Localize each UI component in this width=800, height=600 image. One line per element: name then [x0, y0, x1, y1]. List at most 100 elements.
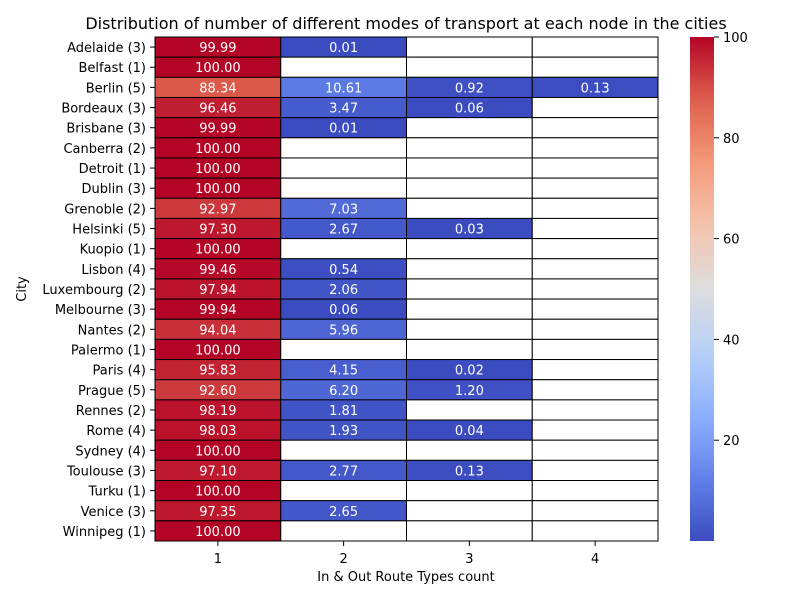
y-tick-label: Grenoble (2) [64, 202, 146, 217]
y-tick-label: Detroit (1) [79, 162, 146, 177]
y-axis-label: City [15, 276, 30, 302]
heatmap-cell [531, 298, 659, 320]
heatmap-cell [280, 520, 407, 542]
cell-value-label: 0.06 [329, 303, 358, 318]
y-tick-label: Toulouse (3) [66, 464, 146, 479]
cell-value-label: 100.00 [195, 343, 241, 358]
cell-value-label: 88.34 [199, 81, 236, 96]
cell-value-label: 98.03 [199, 424, 236, 439]
cell-value-label: 0.54 [329, 263, 358, 278]
heatmap-cell [531, 379, 659, 401]
cell-value-label: 100.00 [195, 142, 241, 157]
heatmap-cell [531, 56, 659, 78]
heatmap-cell [531, 217, 659, 240]
heatmap-cell [531, 197, 659, 219]
cell-value-label: 95.83 [199, 364, 236, 379]
heatmap-cell [531, 318, 659, 340]
colorbar-ticks: 20 40 60 80 100 [714, 31, 748, 449]
cell-value-label: 99.99 [199, 122, 236, 137]
y-tick-label: Bordeaux (3) [61, 102, 146, 117]
heatmap-cell [280, 157, 407, 179]
heatmap-cell [406, 56, 533, 78]
cell-value-label: 100.00 [195, 485, 241, 500]
cell-value-label: 2.65 [329, 505, 358, 520]
y-tick-label: Prague (5) [78, 384, 146, 399]
cell-value-label: 96.46 [199, 102, 236, 117]
heatmap-cell [531, 258, 659, 280]
heatmap-cell [531, 238, 659, 260]
heatmap-cell [280, 177, 407, 199]
colorbar-tick-label: 100 [723, 31, 748, 46]
y-tick-label: Rennes (2) [76, 404, 146, 419]
heatmap-cells: 99.99 0.01 100.00 88.34 10.61 0.92 0.13 96.46 3.… [154, 36, 659, 542]
heatmap-cell [406, 197, 533, 219]
cell-value-label: 100.00 [195, 162, 241, 177]
heatmap-cell [531, 500, 659, 522]
cell-value-label: 3.47 [329, 102, 358, 117]
cell-value-label: 7.03 [329, 202, 358, 217]
x-axis-ticks: 1 2 3 4 [214, 541, 599, 567]
cell-value-label: 6.20 [329, 384, 358, 399]
y-tick-label: Turku (1) [88, 485, 146, 500]
heatmap-cell [280, 439, 407, 461]
heatmap-cell [531, 480, 659, 502]
heatmap-cell [531, 439, 659, 461]
heatmap-cell [280, 56, 407, 78]
cell-value-label: 99.99 [199, 41, 236, 56]
heatmap-cell [406, 338, 533, 361]
cell-value-label: 2.77 [329, 464, 358, 479]
heatmap-cell [406, 137, 533, 159]
heatmap-cell [406, 117, 533, 139]
y-tick-label: Melbourne (3) [55, 303, 146, 318]
heatmap-cell [406, 36, 533, 58]
colorbar-tick-label: 60 [723, 233, 740, 248]
colorbar-tick-label: 20 [723, 434, 740, 449]
cell-value-label: 99.46 [199, 263, 236, 278]
x-tick-label: 4 [591, 552, 599, 567]
cell-value-label: 0.02 [455, 364, 484, 379]
y-tick-label: Brisbane (3) [66, 122, 146, 137]
cell-value-label: 1.81 [329, 404, 358, 419]
y-tick-label: Kuopio (1) [80, 243, 146, 258]
cell-value-label: 0.04 [455, 424, 484, 439]
y-axis-ticks: Adelaide (3) Belfast (1) Berlin (5) Bordeau… [42, 41, 155, 540]
x-tick-label: 1 [214, 552, 222, 567]
y-tick-label: Belfast (1) [79, 61, 147, 76]
y-tick-label: Luxembourg (2) [42, 283, 146, 298]
heatmap-cell [531, 157, 659, 179]
heatmap-cell [406, 480, 533, 502]
heatmap-cell [280, 480, 407, 502]
heatmap-cell [406, 399, 533, 421]
cell-value-label: 100.00 [195, 61, 241, 76]
heatmap-cell [531, 338, 659, 361]
y-tick-label: Dublin (3) [81, 182, 146, 197]
y-tick-label: Lisbon (4) [81, 263, 146, 278]
heatmap-cell [406, 500, 533, 522]
heatmap-cell [531, 359, 659, 381]
y-tick-label: Berlin (5) [86, 81, 146, 96]
cell-value-label: 1.93 [329, 424, 358, 439]
cell-value-label: 97.10 [199, 464, 236, 479]
cell-value-label: 0.01 [329, 41, 358, 56]
heatmap-cell [406, 258, 533, 280]
heatmap-cell [531, 137, 659, 159]
cell-value-label: 2.67 [329, 223, 358, 238]
cell-value-label: 0.13 [581, 81, 610, 96]
cell-value-label: 98.19 [199, 404, 236, 419]
cell-value-label: 5.96 [329, 323, 358, 338]
x-axis-label: In & Out Route Types count [317, 570, 495, 585]
cell-value-label: 100.00 [195, 182, 241, 197]
heatmap-cell [531, 36, 659, 58]
heatmap-cell [406, 157, 533, 179]
cell-value-label: 0.06 [455, 102, 484, 117]
cell-value-label: 0.13 [455, 464, 484, 479]
heatmap-cell [531, 399, 659, 421]
y-tick-label: Paris (4) [93, 364, 147, 379]
heatmap-cell [406, 439, 533, 461]
heatmap-cell [406, 318, 533, 340]
heatmap-cell [406, 278, 533, 300]
chart-title: Distribution of number of different mode… [85, 14, 726, 33]
y-tick-label: Sydney (4) [75, 444, 146, 459]
heatmap-cell [406, 238, 533, 260]
heatmap-cell [406, 520, 533, 542]
